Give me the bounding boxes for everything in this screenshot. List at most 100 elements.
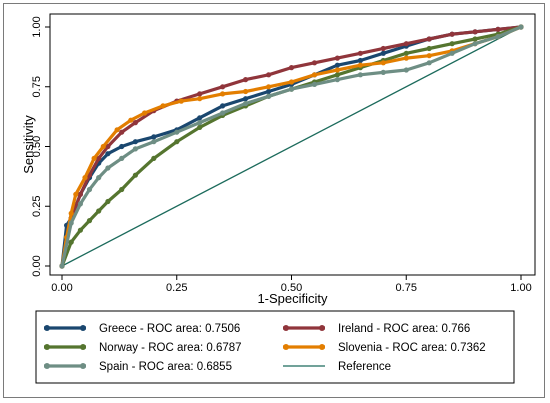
series-4-point-14 <box>288 86 295 92</box>
y-tick-label-3: 0.75 <box>31 76 43 97</box>
series-1-point-21 <box>426 36 432 42</box>
series-3-point-6 <box>100 143 106 150</box>
y-tick-label-2: 0.50 <box>31 136 43 157</box>
series-3-point-19 <box>357 62 363 68</box>
series-2-point-9 <box>174 139 180 145</box>
series-1-point-17 <box>334 55 340 61</box>
series-4-point-7 <box>132 146 138 152</box>
series-0-point-18 <box>357 57 363 64</box>
series-4-point-12 <box>243 100 249 107</box>
series-4-point-21 <box>449 50 455 56</box>
series-4-point-17 <box>357 72 363 78</box>
legend-marker-4 <box>44 363 50 369</box>
legend: Greece - ROC area: 0.7506 Ireland - ROC a… <box>35 310 515 384</box>
series-1-point-11 <box>197 91 203 97</box>
legend-marker-3 <box>283 344 289 350</box>
series-2-point-6 <box>119 186 125 193</box>
series-2-point-16 <box>334 72 340 78</box>
series-2-point-3 <box>86 218 93 224</box>
series-1-point-20 <box>403 41 409 47</box>
x-tick-label-2: 0.50 <box>281 282 302 294</box>
series-4-point-8 <box>151 139 157 145</box>
series-4-point-15 <box>311 81 318 87</box>
legend-marker-end-0 <box>80 325 86 331</box>
series-4-point-9 <box>174 129 180 135</box>
series-4-point-1 <box>68 220 74 226</box>
series-0-point-7 <box>119 143 125 150</box>
series-1-point-5 <box>96 155 102 161</box>
series-0-point-13 <box>243 96 249 102</box>
series-2-point-19 <box>403 50 409 56</box>
legend-marker-2 <box>44 344 50 350</box>
legend-marker-end-3 <box>319 344 325 350</box>
legend-marker-1 <box>283 325 289 331</box>
series-3-point-9 <box>142 110 148 116</box>
series-4-point-19 <box>403 67 409 73</box>
series-1-point-16 <box>311 60 318 66</box>
series-4-point-0 <box>59 263 65 269</box>
series-0-point-8 <box>132 139 138 145</box>
series-3-point-18 <box>334 67 340 73</box>
legend-marker-0 <box>44 325 50 331</box>
series-1-point-8 <box>132 120 138 126</box>
y-tick-label-1: 0.25 <box>31 196 43 217</box>
legend-label-4: Spain - ROC area: 0.6855 <box>99 361 232 373</box>
series-4-point-16 <box>334 77 340 83</box>
legend-label-1: Ireland - ROC area: 0.766 <box>338 323 470 335</box>
y-axis-title: Sensitivity <box>21 115 36 174</box>
legend-marker-end-4 <box>80 363 86 369</box>
series-1-point-23 <box>472 29 478 35</box>
x-tick-label-3: 0.75 <box>396 282 417 294</box>
series-3-point-2 <box>68 210 74 216</box>
legend-label-2: Norway - ROC area: 0.6787 <box>99 342 242 354</box>
series-2-point-7 <box>132 172 138 178</box>
series-4-point-2 <box>77 201 83 207</box>
series-1-point-22 <box>449 31 455 37</box>
y-tick-label-0: 0.00 <box>31 255 43 276</box>
legend-marker-end-1 <box>319 325 325 331</box>
series-3-point-10 <box>160 103 166 109</box>
series-3-point-16 <box>288 79 295 85</box>
series-1-point-7 <box>119 129 125 135</box>
series-4-point-18 <box>380 69 386 75</box>
series-0-point-12 <box>220 103 226 109</box>
series-2-point-20 <box>426 45 432 52</box>
series-3-point-7 <box>114 127 120 133</box>
series-line-1 <box>60 25 523 268</box>
series-1-point-24 <box>495 26 501 32</box>
series-4-point-11 <box>220 110 226 116</box>
series-0-point-19 <box>380 50 386 56</box>
series-3-point-8 <box>128 117 134 123</box>
series-4-point-13 <box>266 93 272 99</box>
series-2-point-22 <box>472 36 478 42</box>
series-3-point-17 <box>311 72 318 78</box>
x-tick-label-4: 1.00 <box>510 282 531 294</box>
series-2-point-4 <box>96 208 102 214</box>
x-tick-label-1: 0.25 <box>166 282 187 294</box>
series-4-point-6 <box>119 155 125 161</box>
series-3-point-4 <box>82 175 88 181</box>
axes: 0.00 0.25 0.50 0.75 1.00 0.00 0.25 0.50 0.75 1.00… <box>21 16 532 306</box>
series-2-point-2 <box>77 227 83 233</box>
series-4-point-10 <box>197 120 203 126</box>
legend-label-5: Reference <box>338 361 391 373</box>
series-0-point-14 <box>266 88 272 95</box>
series-1-point-13 <box>243 77 249 83</box>
series-1-point-3 <box>77 191 83 197</box>
series-4-point-24 <box>518 24 524 30</box>
legend-box <box>35 310 515 384</box>
series-3-point-11 <box>178 98 184 104</box>
series-3-point-21 <box>403 55 409 61</box>
series-line-5 <box>61 26 522 267</box>
series-3-point-12 <box>197 96 203 102</box>
series-2-point-10 <box>197 124 203 130</box>
series-2-point-8 <box>151 155 157 161</box>
series-0-point-6 <box>105 151 111 157</box>
series-0-point-17 <box>334 62 340 68</box>
series-3-point-20 <box>380 60 386 66</box>
series-3-point-15 <box>266 84 272 90</box>
series-2-point-5 <box>105 198 111 205</box>
series-3-point-13 <box>220 91 226 97</box>
series-4-point-3 <box>86 186 93 193</box>
series-2-point-1 <box>68 239 74 245</box>
